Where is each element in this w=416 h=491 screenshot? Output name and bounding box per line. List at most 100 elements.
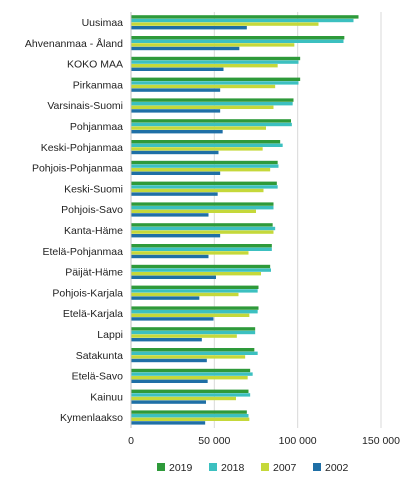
bar-2002 xyxy=(131,400,206,404)
bar-2018 xyxy=(131,351,258,355)
bar-2018 xyxy=(131,206,274,210)
legend-layer: 2019 2018 2007 2002 xyxy=(157,462,349,474)
bar-2019 xyxy=(131,285,259,289)
bar-2007 xyxy=(131,105,274,109)
bar-2007 xyxy=(131,22,319,26)
bar-2018 xyxy=(131,60,299,64)
bar-2007 xyxy=(131,230,274,234)
category-label: Satakunta xyxy=(76,350,123,362)
legend-swatch-2019 xyxy=(157,463,165,471)
x-tick-label: 50 000 xyxy=(198,435,230,447)
bar-2018 xyxy=(131,372,253,376)
bar-2002 xyxy=(131,296,200,300)
bar-2018 xyxy=(131,226,276,231)
bar-2019 xyxy=(131,244,272,248)
bar-2007 xyxy=(131,251,249,255)
category-label: Pohjois-Pohjanmaa xyxy=(32,163,123,175)
bar-2018 xyxy=(131,18,354,23)
bar-2019 xyxy=(131,140,281,144)
bar-2007 xyxy=(131,334,237,338)
x-tick-label: 150 000 xyxy=(362,435,400,447)
bar-2019 xyxy=(131,368,251,373)
category-label: Ahvenanmaa - Åland xyxy=(25,37,123,50)
category-label: Etelä-Savo xyxy=(72,371,124,383)
bar-layer xyxy=(131,15,359,425)
bar-2019 xyxy=(131,15,359,19)
bar-2019 xyxy=(131,56,301,61)
bar-2018 xyxy=(131,143,283,147)
bar-2018 xyxy=(131,310,258,314)
legend-label: 2019 xyxy=(169,462,193,474)
legend-label: 2007 xyxy=(273,462,297,474)
bar-2002 xyxy=(131,234,221,238)
category-label: Etelä-Pohjanmaa xyxy=(42,246,123,258)
bar-2007 xyxy=(131,43,295,47)
bar-2002 xyxy=(131,88,221,92)
bar-2019 xyxy=(131,98,294,102)
category-label: Pohjois-Savo xyxy=(61,204,123,216)
bar-2019 xyxy=(131,389,249,393)
category-label: Keski-Pohjanmaa xyxy=(41,142,123,154)
bar-2018 xyxy=(131,289,258,293)
category-label: Kainuu xyxy=(90,391,123,403)
bar-2002 xyxy=(131,254,209,259)
category-label: Pirkanmaa xyxy=(73,79,123,91)
category-label: Lappi xyxy=(97,329,123,341)
bar-2018 xyxy=(131,330,256,335)
bar-2002 xyxy=(131,379,208,383)
category-label: Pohjanmaa xyxy=(70,121,123,133)
bar-2007 xyxy=(131,292,239,297)
grid-layer xyxy=(213,12,382,428)
bar-2007 xyxy=(131,313,250,317)
category-label: Kanta-Häme xyxy=(64,225,123,237)
bar-2007 xyxy=(131,272,261,276)
bar-2002 xyxy=(131,67,224,71)
bar-2019 xyxy=(131,181,277,185)
bar-2018 xyxy=(131,414,249,418)
bar-2018 xyxy=(131,247,272,251)
category-label: Kymenlaakso xyxy=(60,412,123,424)
bar-2018 xyxy=(131,185,278,189)
bar-2018 xyxy=(131,393,251,397)
legend-label: 2018 xyxy=(221,462,245,474)
bar-2007 xyxy=(131,417,250,421)
bar-2019 xyxy=(131,36,345,40)
bar-2018 xyxy=(131,268,271,272)
bar-2019 xyxy=(131,348,255,352)
category-label: Etelä-Karjala xyxy=(63,308,123,320)
bar-2019 xyxy=(131,223,273,227)
legend-swatch-2007 xyxy=(261,463,269,471)
category-label: Päijät-Häme xyxy=(65,267,123,279)
bar-2007 xyxy=(131,355,246,359)
bar-2002 xyxy=(131,171,221,175)
x-tick-label: 100 000 xyxy=(279,435,317,447)
bar-2019 xyxy=(131,410,247,414)
bar-2018 xyxy=(131,39,344,43)
bar-2002 xyxy=(131,358,207,363)
category-label: KOKO MAA xyxy=(67,59,123,71)
bar-2019 xyxy=(131,306,259,310)
bar-2019 xyxy=(131,160,278,165)
bar-2018 xyxy=(131,102,293,106)
bar-2002 xyxy=(131,109,221,113)
bar-2007 xyxy=(131,147,263,151)
legend-swatch-2002 xyxy=(313,463,321,471)
bar-2007 xyxy=(131,376,248,380)
bar-2007 xyxy=(131,188,264,193)
bar-2002 xyxy=(131,130,223,134)
bar-2019 xyxy=(131,327,256,331)
bar-2019 xyxy=(131,77,301,81)
bar-2002 xyxy=(131,26,247,30)
x-tick-label: 0 xyxy=(128,435,134,447)
bar-2007 xyxy=(131,84,276,89)
bar-2002 xyxy=(131,213,209,217)
bar-2019 xyxy=(131,264,271,269)
bar-2018 xyxy=(131,81,299,85)
bar-2019 xyxy=(131,119,291,123)
bar-2007 xyxy=(131,209,256,213)
bar-2002 xyxy=(131,46,240,51)
bar-2002 xyxy=(131,338,202,342)
bar-2007 xyxy=(131,64,278,68)
